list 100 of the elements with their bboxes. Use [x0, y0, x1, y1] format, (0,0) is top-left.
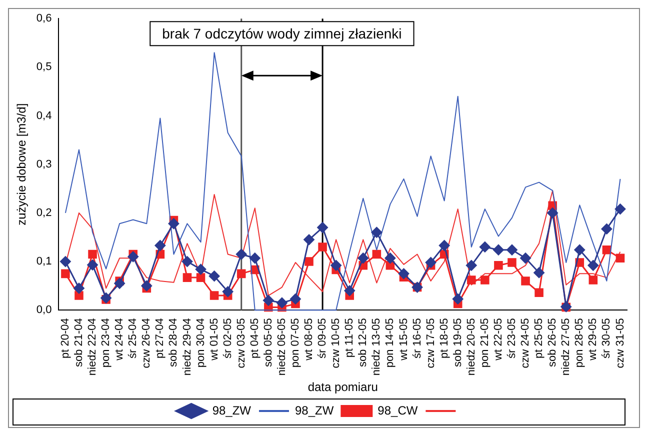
point — [182, 273, 192, 282]
point — [467, 276, 476, 284]
x-tick-label: czw 17-05 — [424, 318, 437, 368]
x-tick-label: pt 25-05 — [533, 318, 546, 358]
point — [588, 260, 599, 271]
point — [128, 251, 139, 262]
x-tick-label: pon 28-05 — [574, 318, 586, 368]
point — [492, 244, 504, 256]
x-tick-label: wt 22-05 — [492, 318, 504, 362]
point — [452, 293, 464, 304]
point — [249, 252, 260, 264]
x-tick-label: sob 19-05 — [452, 318, 464, 368]
x-tick-label: niedz 22-04 — [86, 318, 99, 376]
point — [494, 261, 503, 270]
point — [318, 242, 327, 252]
point — [601, 223, 612, 234]
x-tick-label: pt 18-05 — [438, 318, 450, 358]
y-tick-label: 0,2 — [36, 206, 52, 219]
x-tick-label: sob 28-04 — [168, 318, 180, 368]
point — [87, 259, 98, 270]
point — [114, 278, 126, 289]
point — [602, 245, 612, 254]
x-tick-label: czw 03-05 — [235, 318, 248, 368]
point — [520, 252, 532, 264]
x-tick-label: pt 27-04 — [154, 318, 166, 358]
point — [480, 276, 490, 284]
x-tick-label: śr 30-05 — [600, 318, 613, 358]
y-tick-label: 0,3 — [36, 158, 52, 170]
x-tick-label: pon 30-04 — [194, 318, 207, 368]
point — [534, 288, 544, 298]
point — [196, 273, 206, 282]
point — [154, 240, 166, 251]
x-tick-label: wt 15-05 — [398, 318, 410, 362]
point — [304, 234, 315, 246]
x-tick-label: sob 26-05 — [546, 318, 559, 368]
point — [466, 260, 477, 271]
point — [222, 286, 234, 298]
legend-label: 98_CW — [378, 403, 418, 418]
y-tick-label: 0,4 — [36, 110, 52, 122]
point — [74, 291, 84, 300]
point — [547, 207, 558, 218]
x-tick-label: niedz 29-04 — [181, 318, 194, 376]
x-tick-label: śr 25-04 — [127, 318, 140, 358]
point — [614, 204, 626, 215]
x-tick-label: śr 23-05 — [506, 318, 518, 358]
point — [317, 222, 328, 234]
legend-label: 98_ZW — [212, 403, 252, 418]
point — [141, 280, 152, 292]
x-tick-label: pon 21-05 — [478, 318, 491, 368]
point — [358, 252, 369, 264]
x-tick-label: pon 07-05 — [290, 318, 302, 368]
point — [88, 250, 97, 259]
point — [195, 264, 206, 275]
y-tick-label: 0,1 — [36, 256, 52, 268]
point — [182, 256, 193, 268]
x-tick-label: pon 14-05 — [384, 318, 396, 368]
point — [521, 276, 530, 286]
x-tick-label: niedz 20-05 — [465, 318, 478, 376]
x-tick-label: czw 31-05 — [614, 318, 626, 368]
point — [574, 244, 586, 256]
point — [344, 285, 356, 296]
point — [398, 268, 410, 280]
point — [61, 269, 70, 278]
y-tick-label: 0,6 — [36, 12, 52, 25]
point — [60, 256, 71, 268]
x-tick-label: niedz 27-05 — [560, 318, 572, 376]
x-tick-label: sob 05-05 — [262, 318, 274, 368]
x-tick-label: niedz 06-05 — [276, 318, 288, 376]
x-tick-label: czw 10-05 — [330, 318, 342, 368]
point — [168, 218, 180, 230]
x-tick-label: wt 01-05 — [208, 318, 220, 362]
x-tick-label: sob 21-04 — [73, 318, 86, 368]
y-axis-title: zużycie dobowe [m3/d] — [14, 103, 29, 226]
point — [534, 267, 545, 278]
x-tick-label: śr 16-05 — [411, 318, 424, 358]
point — [330, 260, 342, 271]
y-tick-label: 0,5 — [36, 61, 52, 74]
x-tick-label: pt 20-04 — [59, 318, 72, 358]
point — [371, 226, 382, 238]
x-tick-label: sob 12-05 — [357, 318, 370, 368]
point — [384, 252, 396, 264]
point — [208, 270, 220, 282]
x-tick-label: wt 24-04 — [114, 318, 126, 362]
point — [210, 291, 219, 300]
point — [304, 257, 314, 266]
point — [372, 250, 382, 259]
point — [506, 244, 518, 256]
x-tick-label: śr 09-05 — [316, 318, 329, 358]
point — [588, 276, 598, 284]
x-tick-label: niedz 13-05 — [370, 318, 383, 376]
x-tick-label: wt 29-05 — [587, 318, 600, 362]
point — [290, 293, 301, 304]
x-axis-title: data pomiaru — [308, 380, 378, 394]
point — [276, 297, 288, 308]
point — [438, 240, 450, 251]
point — [236, 248, 247, 260]
point — [508, 258, 516, 267]
x-tick-label: pon 23-04 — [100, 318, 112, 368]
annotation: brak 7 odczytów wody zimnej złazienki — [162, 25, 402, 42]
y-tick-label: 0,0 — [36, 304, 52, 316]
